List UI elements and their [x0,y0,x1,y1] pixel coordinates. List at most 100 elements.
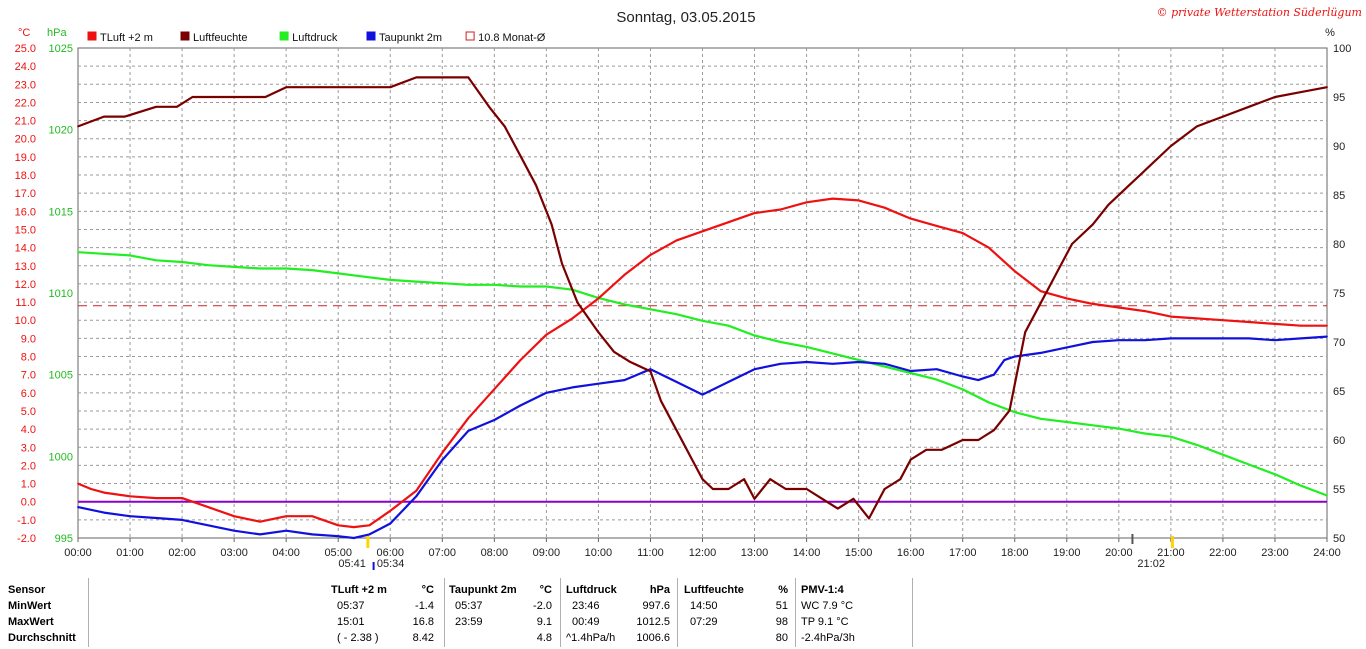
stats-avg-feuchte-value: 80 [775,632,788,644]
humidity-tick-label: 80 [1333,239,1345,251]
data-point-tluft [597,297,600,300]
chart-title: Sonntag, 03.05.2015 [616,9,755,26]
data-point-taupunkt [649,368,652,371]
data-point-druck [1169,435,1172,438]
data-point-feuchte [1039,301,1042,304]
data-point-feuchte [753,497,756,500]
pressure-tick-label: 1000 [49,451,73,463]
temp-tick-label: 18.0 [15,170,36,182]
data-point-taupunkt [207,524,210,527]
stats-max-druck-value: 1012.5 [636,616,670,628]
stats-header-sensor: Sensor [8,584,46,596]
data-point-feuchte [925,448,928,451]
data-point-taupunkt [701,393,704,396]
data-point-taupunkt [883,362,886,365]
data-point-feuchte [727,488,730,490]
x-tick-label: 04:00 [272,547,300,559]
data-point-feuchte [1248,105,1250,108]
pressure-tick-label: 1015 [49,206,73,218]
data-point-taupunkt [1117,339,1120,342]
data-point-tluft [181,497,183,499]
data-point-feuchte [1008,409,1011,412]
pressure-tick-label: 1025 [49,43,73,55]
data-point-druck [285,267,288,270]
data-point-feuchte [467,76,470,79]
x-tick-label: 07:00 [429,547,457,559]
data-point-tluft [389,509,392,512]
series-line-feuchte [77,76,1328,520]
data-point-tluft [337,524,340,527]
data-point-feuchte [961,439,964,441]
x-tick-label: 19:00 [1053,547,1081,559]
data-point-feuchte [175,105,178,108]
stats-avg-pmv: -2.4hPa/3h [801,632,855,644]
data-point-taupunkt [1326,335,1328,338]
data-point-taupunkt [311,533,314,536]
data-point-tluft [961,232,964,235]
data-point-feuchte [337,86,340,89]
stats-max-feuchte-value: 98 [775,616,788,628]
data-point-druck [1091,424,1094,427]
data-point-druck [883,365,886,368]
data-point-druck [675,313,678,316]
data-point-taupunkt [1143,339,1146,342]
data-point-taupunkt [935,368,938,371]
data-point-feuchte [977,439,980,441]
data-point-druck [441,282,444,285]
temp-tick-label: 25.0 [15,43,36,55]
stats-min-druck-value: 997.6 [642,600,670,612]
data-point-taupunkt [519,404,522,407]
x-tick-label: 22:00 [1209,547,1237,559]
data-point-feuchte [389,86,392,89]
data-point-taupunkt [623,379,626,382]
temp-tick-label: 2.0 [21,460,36,472]
data-point-feuchte [1195,125,1198,128]
x-tick-label: 06:00 [376,547,404,559]
reference-lines [78,305,1327,503]
data-point-druck [155,259,157,262]
data-point-taupunkt [753,368,756,371]
x-tick-label: 21:00 [1157,547,1185,559]
data-point-feuchte [899,478,902,481]
data-point-taupunkt [961,375,964,378]
data-point-druck [415,280,418,283]
data-point-tluft [883,206,886,209]
data-point-feuchte [628,360,631,363]
data-point-taupunkt [977,379,980,382]
legend: TLuft +2 m Luftfeuchte Luftdruck Taupunkt 2… [87,31,546,44]
temp-tick-label: 8.0 [21,352,36,364]
x-tick-label: 02:00 [168,547,196,559]
stats-row-avg-label: Durchschnitt [8,632,76,644]
data-point-taupunkt [129,515,131,518]
temp-tick-label: 1.0 [21,479,36,491]
stats-max-tluft-value: 16.8 [412,616,434,628]
stats-min-feuchte-value: 51 [775,600,788,612]
x-tick-label: 14:00 [793,547,821,559]
data-point-feuchte [1326,86,1328,89]
data-point-tluft [701,230,704,233]
pressure-tick-label: 995 [55,533,73,545]
temp-tick-label: 5.0 [21,406,36,418]
temp-tick-label: 20.0 [15,134,36,146]
data-point-taupunkt [831,362,834,365]
data-point-taupunkt [1300,337,1302,340]
temp-tick-label: 7.0 [21,370,36,382]
legend-label-druck: Luftdruck [292,32,338,44]
data-point-taupunkt [415,495,418,498]
data-point-druck [311,269,314,272]
stats-max-tluft-time: 15:01 [337,616,365,628]
x-tick-label: 15:00 [845,547,873,559]
data-point-druck [649,308,652,311]
data-point-druck [1117,427,1120,430]
data-point-druck [129,254,131,257]
data-point-feuchte [1091,223,1094,226]
data-point-druck [1013,411,1016,414]
legend-label-taupunkt: Taupunkt 2m [379,32,442,44]
stats-header-pmv: PMV-1:4 [801,584,844,596]
temp-tick-label: 24.0 [15,61,36,73]
legend-swatch-feuchte [180,31,190,41]
stats-avg-tluft-trend: ( - 2.38 ) [337,632,379,644]
data-point-druck [857,359,860,361]
data-point-druck [103,252,105,255]
data-point-druck [623,303,626,306]
